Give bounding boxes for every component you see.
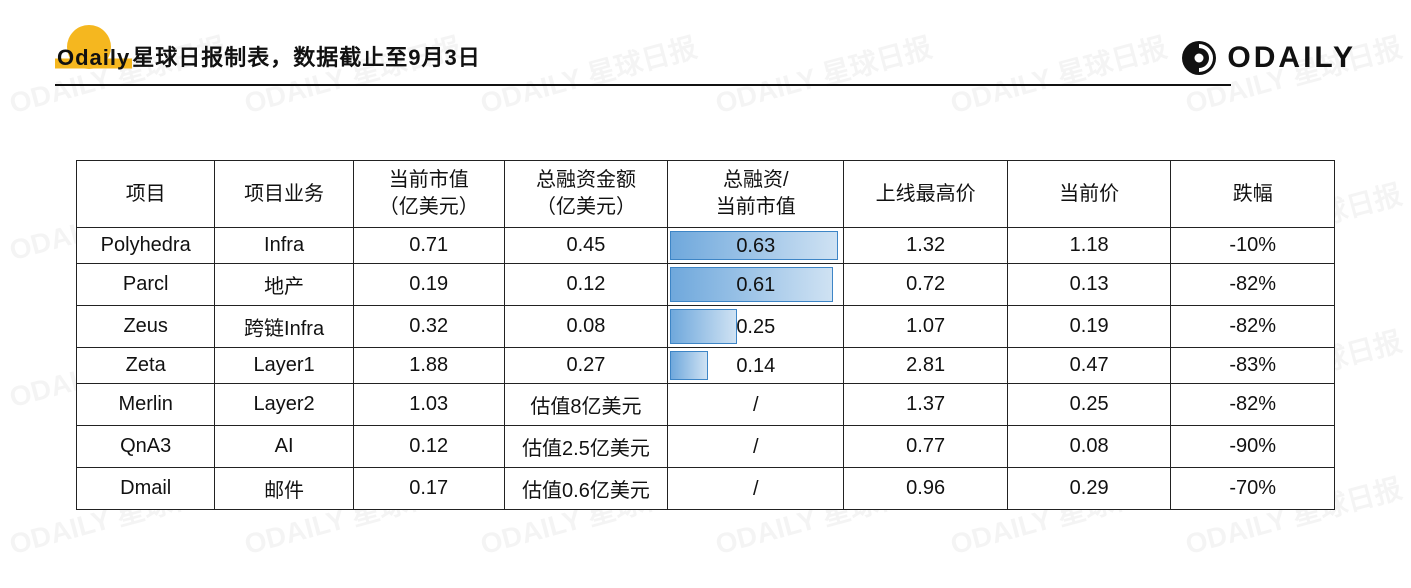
title-underline [55,84,1231,86]
ratio-value: 0.25 [668,312,843,342]
cell-business: Infra [215,228,353,264]
ratio-value: 0.63 [668,231,843,261]
cell-market_cap: 0.71 [353,228,504,264]
cell-project: Polyhedra [77,228,215,264]
title-prefix: Odaily [55,45,132,70]
cell-drop: -70% [1171,468,1335,510]
table-row: PolyhedraInfra0.710.450.631.321.18-10% [77,228,1335,264]
cell-drop: -83% [1171,348,1335,384]
page-header: Odaily星球日报制表，数据截止至9月3日 ODAILY [55,40,1356,80]
cell-current_price: 1.18 [1007,228,1171,264]
cell-ratio: 0.61 [668,264,844,306]
cell-drop: -90% [1171,426,1335,468]
odaily-logo-icon [1181,40,1217,76]
cell-current_price: 0.13 [1007,264,1171,306]
column-header-current_price: 当前价 [1007,161,1171,228]
cell-market_cap: 0.12 [353,426,504,468]
cell-project: Parcl [77,264,215,306]
table-header: 项目项目业务当前市值（亿美元）总融资金额（亿美元）总融资/当前市值上线最高价当前… [77,161,1335,228]
brand-logo: ODAILY [1181,40,1356,76]
page-title: Odaily星球日报制表，数据截止至9月3日 [55,45,481,70]
cell-ratio: 0.63 [668,228,844,264]
cell-business: AI [215,426,353,468]
cell-current_price: 0.29 [1007,468,1171,510]
cell-high_price: 0.77 [844,426,1008,468]
cell-drop: -82% [1171,306,1335,348]
data-table: 项目项目业务当前市值（亿美元）总融资金额（亿美元）总融资/当前市值上线最高价当前… [76,160,1335,510]
cell-project: Dmail [77,468,215,510]
table-header-row: 项目项目业务当前市值（亿美元）总融资金额（亿美元）总融资/当前市值上线最高价当前… [77,161,1335,228]
cell-project: QnA3 [77,426,215,468]
cell-high_price: 0.72 [844,264,1008,306]
column-header-market_cap: 当前市值（亿美元） [353,161,504,228]
cell-total_funding: 估值2.5亿美元 [504,426,668,468]
title-rest: 星球日报制表，数据截止至9月3日 [132,45,480,70]
cell-high_price: 2.81 [844,348,1008,384]
cell-total_funding: 0.27 [504,348,668,384]
cell-high_price: 1.07 [844,306,1008,348]
cell-total_funding: 估值0.6亿美元 [504,468,668,510]
column-header-project: 项目 [77,161,215,228]
brand-logo-text: ODAILY [1227,41,1356,75]
title-block: Odaily星球日报制表，数据截止至9月3日 [55,40,481,80]
cell-drop: -10% [1171,228,1335,264]
cell-business: 邮件 [215,468,353,510]
cell-business: 地产 [215,264,353,306]
column-header-high_price: 上线最高价 [844,161,1008,228]
cell-business: Layer1 [215,348,353,384]
cell-current_price: 0.47 [1007,348,1171,384]
table-row: MerlinLayer21.03估值8亿美元/1.370.25-82% [77,384,1335,426]
cell-business: Layer2 [215,384,353,426]
cell-current_price: 0.19 [1007,306,1171,348]
table-row: QnA3AI0.12估值2.5亿美元/0.770.08-90% [77,426,1335,468]
cell-drop: -82% [1171,264,1335,306]
table-row: ZetaLayer11.880.270.142.810.47-83% [77,348,1335,384]
ratio-value: / [668,474,843,504]
table-body: PolyhedraInfra0.710.450.631.321.18-10%Pa… [77,228,1335,510]
cell-total_funding: 0.12 [504,264,668,306]
cell-ratio: / [668,468,844,510]
cell-market_cap: 1.88 [353,348,504,384]
ratio-value: / [668,390,843,420]
cell-project: Zeus [77,306,215,348]
cell-drop: -82% [1171,384,1335,426]
column-header-ratio: 总融资/当前市值 [668,161,844,228]
cell-market_cap: 0.19 [353,264,504,306]
cell-project: Merlin [77,384,215,426]
cell-market_cap: 0.32 [353,306,504,348]
column-header-total_funding: 总融资金额（亿美元） [504,161,668,228]
column-header-drop: 跌幅 [1171,161,1335,228]
cell-market_cap: 1.03 [353,384,504,426]
cell-ratio: / [668,384,844,426]
table-row: Parcl地产0.190.120.610.720.13-82% [77,264,1335,306]
cell-market_cap: 0.17 [353,468,504,510]
table-row: Dmail邮件0.17估值0.6亿美元/0.960.29-70% [77,468,1335,510]
cell-high_price: 1.37 [844,384,1008,426]
cell-project: Zeta [77,348,215,384]
cell-high_price: 0.96 [844,468,1008,510]
cell-business: 跨链Infra [215,306,353,348]
cell-ratio: 0.14 [668,348,844,384]
cell-total_funding: 估值8亿美元 [504,384,668,426]
cell-high_price: 1.32 [844,228,1008,264]
cell-total_funding: 0.08 [504,306,668,348]
ratio-value: 0.14 [668,351,843,381]
cell-ratio: 0.25 [668,306,844,348]
cell-current_price: 0.25 [1007,384,1171,426]
cell-ratio: / [668,426,844,468]
column-header-business: 项目业务 [215,161,353,228]
cell-current_price: 0.08 [1007,426,1171,468]
ratio-value: 0.61 [668,270,843,300]
data-table-container: 项目项目业务当前市值（亿美元）总融资金额（亿美元）总融资/当前市值上线最高价当前… [76,160,1335,510]
cell-total_funding: 0.45 [504,228,668,264]
table-row: Zeus跨链Infra0.320.080.251.070.19-82% [77,306,1335,348]
ratio-value: / [668,432,843,462]
